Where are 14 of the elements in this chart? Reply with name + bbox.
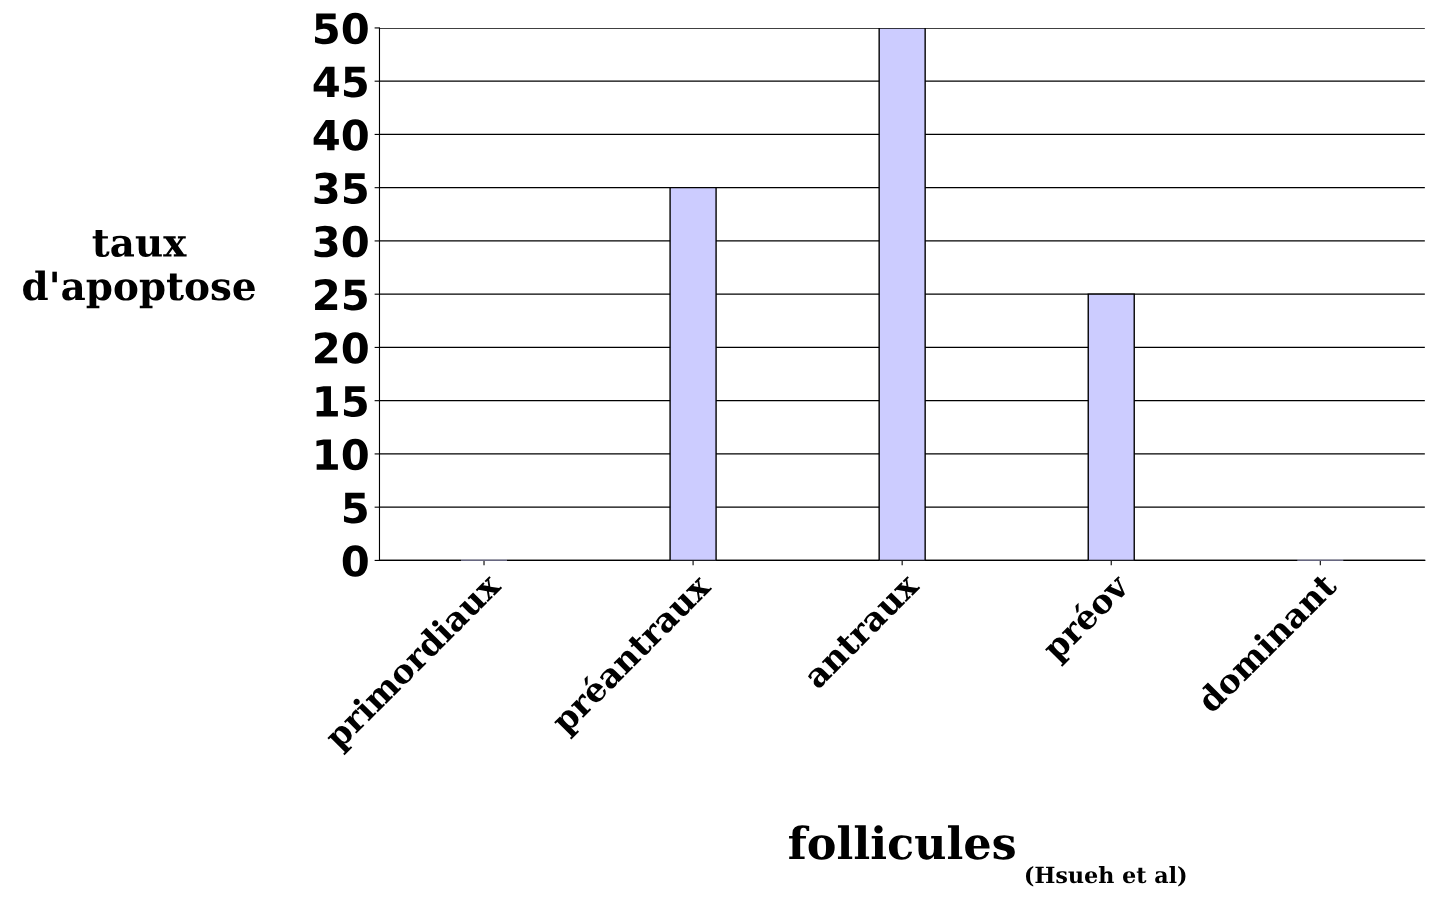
text: (Hsueh et al) [1025,866,1186,887]
y-axis-title: taux d'apoptose [23,230,255,309]
y-tick-label: 10 [316,438,368,471]
y-tick-label: 0 [342,545,368,577]
y-tick-label: 40 [313,119,368,151]
y-tick-label: 35 [314,172,367,205]
y-tick-label: 15 [316,386,367,418]
x-axis-title: follicules [789,825,1015,860]
y-tick-label: 30 [314,225,368,258]
y-tick-label: 50 [314,12,368,45]
y-tick-label: 5 [343,492,367,524]
y-tick-label: 25 [315,279,367,311]
y-tick-label: 20 [315,332,368,364]
y-tick-label: 45 [313,66,367,98]
